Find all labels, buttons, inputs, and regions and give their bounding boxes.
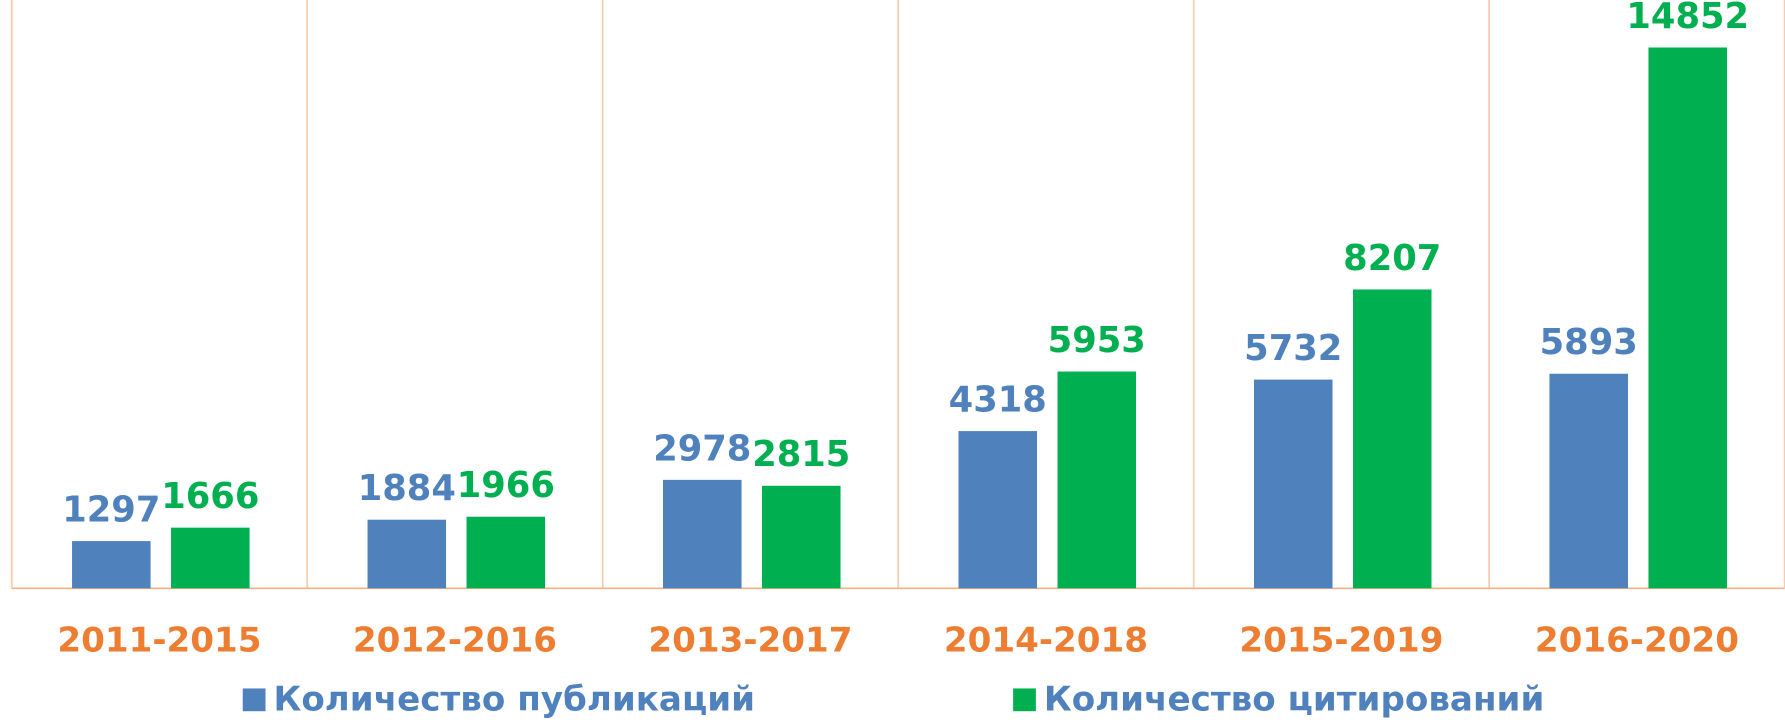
bar [1057, 371, 1137, 589]
data-label: 1966 [457, 465, 555, 506]
data-label: 2815 [752, 434, 850, 475]
data-label: 5953 [1048, 320, 1146, 361]
bar [1648, 47, 1727, 589]
bar [1352, 289, 1432, 589]
legend-swatch [1013, 688, 1036, 712]
data-label: 14852 [1626, 0, 1749, 37]
data-label: 5893 [1540, 322, 1638, 363]
bar [367, 519, 447, 589]
bar [762, 485, 841, 589]
legend-swatch [242, 688, 266, 712]
data-label: 4318 [949, 379, 1047, 420]
bar [1253, 379, 1333, 589]
x-tick-label: 2016-2020 [1535, 620, 1739, 660]
x-tick-label: 2011-2015 [57, 620, 261, 660]
bar [171, 527, 250, 589]
data-label: 1297 [62, 489, 160, 530]
bar [663, 479, 742, 589]
data-label: 1666 [161, 476, 259, 517]
x-tick-label: 2013-2017 [648, 620, 852, 660]
data-label: 1884 [358, 468, 456, 509]
bar [1549, 373, 1628, 589]
x-tick-label: 2012-2016 [353, 620, 557, 660]
bar [72, 541, 151, 589]
bar [466, 516, 546, 589]
data-label: 5732 [1244, 328, 1342, 369]
x-tick-label: 2014-2018 [944, 620, 1148, 660]
x-tick-label: 2015-2019 [1239, 620, 1443, 660]
legend-label: Количество публикаций [273, 679, 755, 719]
data-label: 8207 [1343, 238, 1441, 279]
bar [958, 431, 1038, 589]
data-label: 2978 [653, 428, 751, 469]
legend-label: Количество цитирований [1044, 679, 1545, 719]
